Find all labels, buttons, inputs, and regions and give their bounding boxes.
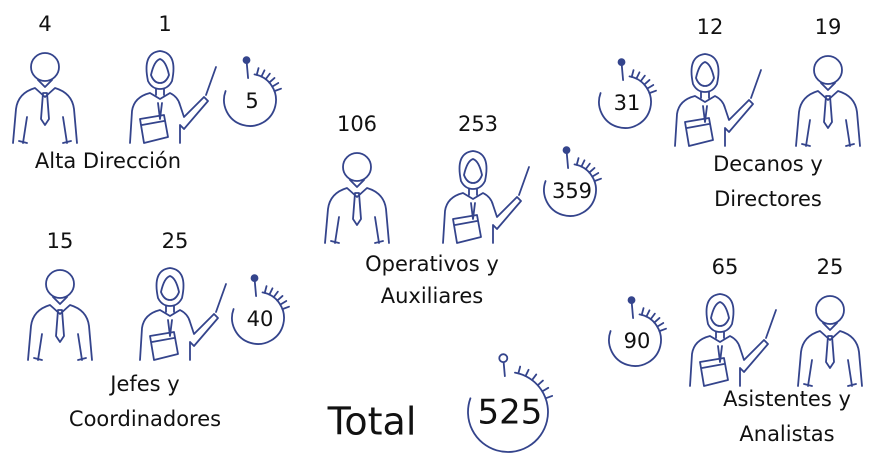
- gauge-tick: [630, 69, 635, 78]
- gauge-tick: [648, 89, 657, 95]
- gauge-tick: [584, 162, 591, 171]
- gauge-tick: [645, 309, 651, 318]
- man-icon: [797, 295, 863, 387]
- gauge-value: 359: [552, 179, 592, 203]
- man-icon: [324, 152, 390, 244]
- woman-count: 65: [712, 255, 739, 279]
- woman-count: 1: [158, 12, 171, 36]
- gauge-knob: [498, 353, 509, 364]
- gauge-tick: [524, 368, 530, 377]
- gauge-tick: [264, 72, 271, 81]
- gauge-tick: [643, 79, 651, 86]
- woman-count: 25: [162, 229, 189, 253]
- gauge-tick: [279, 300, 288, 306]
- gauge-tick: [541, 386, 550, 393]
- gauge-tick: [646, 84, 655, 90]
- gauge-value: 525: [478, 393, 543, 433]
- gauge: 525: [467, 353, 554, 453]
- group-label: Jefes y: [108, 372, 179, 396]
- woman-count: 12: [697, 15, 724, 39]
- woman-count: 253: [458, 112, 498, 136]
- gauge-tick: [536, 379, 544, 387]
- gauge-needle: [245, 61, 249, 79]
- gauge-value: 5: [245, 89, 258, 113]
- man-count: 25: [817, 255, 844, 279]
- group-label: Asistentes y: [723, 387, 851, 411]
- gauge-tick: [593, 177, 602, 183]
- woman-icon: [442, 150, 530, 244]
- gauge-value: 31: [614, 91, 641, 115]
- gauge-tick: [640, 307, 645, 316]
- gauge-tick: [656, 322, 665, 328]
- gauge: 5: [223, 56, 282, 127]
- gauge-tick: [260, 69, 266, 78]
- woman-icon: [129, 50, 217, 144]
- gauge: 359: [543, 146, 602, 217]
- gauge: 40: [231, 274, 290, 345]
- gauge-tick: [281, 305, 290, 311]
- gauge-knob: [562, 146, 571, 155]
- man-count: 4: [38, 12, 51, 36]
- gauge-arc: [543, 163, 597, 217]
- gauge-tick: [271, 82, 280, 88]
- woman-icon: [689, 293, 777, 387]
- group-label: Directores: [714, 187, 822, 211]
- group-label: Auxiliares: [381, 284, 484, 308]
- gauge-arc: [608, 313, 662, 367]
- gauge-tick: [591, 172, 600, 178]
- gauge-needle: [253, 279, 257, 297]
- gauge-tick: [588, 167, 596, 174]
- gauge-needle: [620, 63, 624, 81]
- gauge: 31: [598, 58, 657, 129]
- man-count: 19: [815, 15, 842, 39]
- gauge-tick: [263, 285, 268, 294]
- man-icon: [795, 55, 861, 147]
- gauge-tick: [580, 159, 586, 168]
- gauge-tick: [255, 67, 260, 76]
- gauge-tick: [544, 395, 554, 400]
- gauge-value: 40: [247, 307, 274, 331]
- gauge-tick: [273, 87, 282, 93]
- group-label: Alta Dirección: [35, 149, 181, 173]
- group-label: Operativos y: [365, 252, 499, 276]
- gauge-tick: [276, 295, 284, 302]
- group-label: Coordinadores: [69, 407, 221, 431]
- gauge-knob: [242, 56, 251, 65]
- gauge-arc: [598, 75, 652, 129]
- man-count: 106: [337, 112, 377, 136]
- gauge-knob: [627, 296, 636, 305]
- gauge-needle: [630, 301, 634, 319]
- gauge-tick: [517, 365, 522, 375]
- gauge-arc: [223, 73, 277, 127]
- group-label: Decanos y: [713, 152, 823, 176]
- woman-icon: [674, 53, 762, 147]
- group-label: Analistas: [739, 422, 834, 446]
- gauge-tick: [653, 317, 661, 324]
- gauge-tick: [639, 74, 646, 83]
- gauge-arc: [231, 291, 285, 345]
- gauge-arc: [467, 371, 549, 453]
- gauge-tick: [268, 77, 276, 84]
- gauge-tick: [531, 373, 538, 381]
- man-icon: [12, 52, 78, 144]
- woman-icon: [139, 267, 227, 361]
- gauge-tick: [635, 71, 641, 80]
- gauge-knob: [617, 58, 626, 67]
- gauge-needle: [565, 151, 569, 169]
- gauge-tick: [649, 312, 656, 321]
- total-label: Total: [327, 400, 417, 444]
- man-icon: [27, 269, 93, 361]
- gauge-tick: [575, 157, 580, 166]
- gauge-tick: [272, 290, 279, 299]
- man-count: 15: [47, 229, 74, 253]
- gauge-tick: [268, 287, 274, 296]
- gauge-value: 90: [624, 329, 651, 353]
- gauge: 90: [608, 296, 667, 367]
- gauge-tick: [658, 327, 667, 333]
- gauge-knob: [250, 274, 259, 283]
